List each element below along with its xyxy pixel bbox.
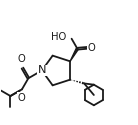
- Text: O: O: [88, 43, 95, 53]
- Text: N: N: [38, 66, 46, 76]
- Text: O: O: [17, 92, 25, 102]
- Polygon shape: [70, 48, 78, 61]
- Text: O: O: [17, 54, 25, 64]
- Text: HO: HO: [51, 32, 67, 42]
